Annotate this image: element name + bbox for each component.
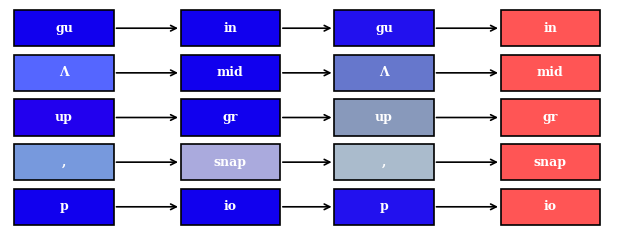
Text: snap: snap xyxy=(214,156,247,169)
Text: p: p xyxy=(380,200,388,213)
Text: in: in xyxy=(543,22,557,35)
Text: io: io xyxy=(544,200,557,213)
FancyBboxPatch shape xyxy=(334,10,434,47)
FancyBboxPatch shape xyxy=(500,99,600,136)
FancyBboxPatch shape xyxy=(180,144,280,180)
Text: Λ: Λ xyxy=(379,66,389,79)
FancyBboxPatch shape xyxy=(500,10,600,47)
Text: gu: gu xyxy=(375,22,393,35)
FancyBboxPatch shape xyxy=(15,144,114,180)
FancyBboxPatch shape xyxy=(180,99,280,136)
FancyBboxPatch shape xyxy=(500,188,600,225)
Text: gu: gu xyxy=(55,22,73,35)
FancyBboxPatch shape xyxy=(180,10,280,47)
FancyBboxPatch shape xyxy=(15,99,114,136)
FancyBboxPatch shape xyxy=(334,144,434,180)
Text: snap: snap xyxy=(534,156,567,169)
FancyBboxPatch shape xyxy=(334,55,434,91)
Text: io: io xyxy=(224,200,237,213)
FancyBboxPatch shape xyxy=(334,99,434,136)
FancyBboxPatch shape xyxy=(15,188,114,225)
FancyBboxPatch shape xyxy=(15,55,114,91)
FancyBboxPatch shape xyxy=(500,55,600,91)
Text: ,: , xyxy=(382,156,386,169)
Text: ,: , xyxy=(62,156,66,169)
Text: mid: mid xyxy=(537,66,564,79)
Text: gr: gr xyxy=(223,111,238,124)
Text: p: p xyxy=(60,200,68,213)
Text: Λ: Λ xyxy=(59,66,69,79)
FancyBboxPatch shape xyxy=(180,55,280,91)
Text: up: up xyxy=(375,111,393,124)
Text: in: in xyxy=(223,22,237,35)
Text: gr: gr xyxy=(543,111,558,124)
Text: up: up xyxy=(55,111,73,124)
FancyBboxPatch shape xyxy=(334,188,434,225)
FancyBboxPatch shape xyxy=(180,188,280,225)
FancyBboxPatch shape xyxy=(15,10,114,47)
FancyBboxPatch shape xyxy=(500,144,600,180)
Text: mid: mid xyxy=(217,66,244,79)
